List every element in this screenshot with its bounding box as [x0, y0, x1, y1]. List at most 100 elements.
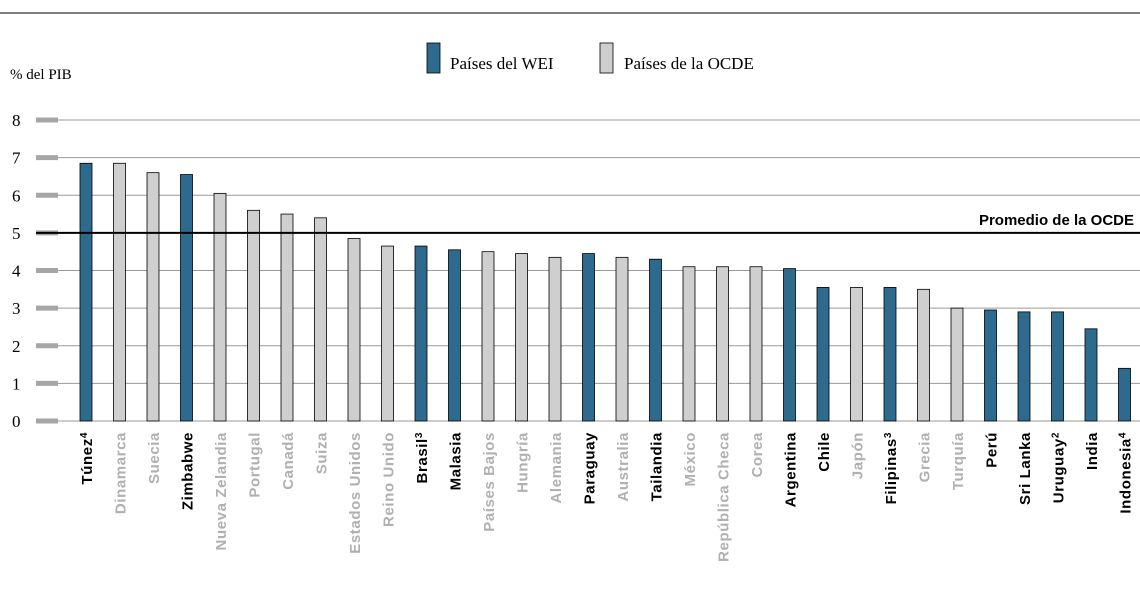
x-tick-label: México — [682, 432, 699, 486]
bar — [180, 174, 193, 422]
x-tick-label-text: Perú — [984, 432, 1001, 468]
x-tick-label-footnote: 4 — [1117, 432, 1128, 438]
oecd-average: Promedio de la OCDE — [36, 212, 1140, 234]
legend-label-ocde: Países de la OCDE — [624, 54, 754, 73]
x-tick-label: Países Bajos — [481, 432, 498, 532]
x-tick-label-text: Dinamarca — [113, 432, 130, 514]
bar — [314, 217, 327, 422]
x-tick-label: Malasia — [448, 432, 465, 490]
x-tick-label: Paraguay — [582, 432, 599, 504]
bar — [1084, 328, 1098, 422]
x-tick-label: Grecia — [917, 432, 934, 482]
x-tick-label: Túnez4 — [79, 432, 97, 485]
bar — [481, 251, 495, 422]
x-tick-label-footnote: 2 — [1050, 432, 1061, 438]
y-tick-label: 3 — [12, 299, 21, 318]
x-tick-label-text: Reino Unido — [381, 432, 398, 527]
x-tick-label-text: Indonesia — [1118, 438, 1135, 513]
y-tick-mark — [36, 117, 58, 123]
x-tick-label: Perú — [984, 432, 1001, 468]
y-tick-label: 4 — [12, 262, 21, 281]
bar — [347, 238, 361, 422]
x-tick-label-text: Turquía — [950, 432, 967, 490]
x-tick-label: Corea — [749, 432, 766, 478]
x-tick-label: India — [1084, 432, 1101, 470]
y-tick-label: 7 — [12, 149, 21, 168]
y-axis-label: % del PIB — [10, 67, 72, 83]
x-tick-label: Hungría — [515, 432, 532, 493]
bar — [1051, 311, 1064, 422]
x-tick-label: Nueva Zelandia — [213, 432, 230, 550]
x-tick-label-text: Australia — [615, 432, 632, 502]
bar — [448, 249, 461, 422]
bar — [816, 287, 830, 422]
x-tick-label: Reino Unido — [381, 432, 398, 527]
x-tick-label: Estados Unidos — [347, 432, 364, 554]
x-tick-label-text: Alemania — [548, 432, 565, 504]
bar — [548, 256, 562, 422]
legend-swatch-wei — [426, 42, 441, 74]
legend-label-wei: Países del WEI — [450, 54, 554, 73]
x-tick-label-text: Filipinas — [883, 438, 900, 504]
bars — [79, 162, 1131, 422]
legend-item-wei: Países del WEI — [426, 42, 554, 74]
legend: Países del WEI Países de la OCDE — [426, 42, 754, 74]
legend-swatch-ocde — [599, 42, 614, 74]
x-tick-label: Australia — [615, 432, 632, 502]
bar — [749, 266, 763, 422]
x-tick-label-text: Suiza — [314, 432, 331, 474]
x-tick-label-text: Paraguay — [582, 432, 599, 504]
x-tick-label-text: Tailandia — [649, 432, 666, 501]
x-tick-label-text: República Checa — [716, 432, 733, 562]
bar — [850, 287, 863, 422]
y-tick-mark — [36, 155, 58, 161]
x-tick-label: Filipinas3 — [883, 432, 901, 504]
bar — [917, 288, 930, 422]
bar — [1017, 311, 1031, 422]
y-tick-label: 5 — [12, 224, 21, 243]
x-tick-label: Argentina — [783, 432, 800, 507]
x-tick-label-text: Canadá — [280, 432, 297, 490]
bar — [615, 256, 629, 422]
bar — [950, 307, 964, 422]
bar — [247, 209, 260, 422]
bar — [381, 245, 394, 422]
x-tick-label: Suecia — [146, 432, 163, 484]
y-tick-label: 8 — [12, 111, 21, 130]
x-tick-label-text: Corea — [749, 432, 766, 478]
x-tick-label: Zimbabwe — [180, 432, 197, 510]
bar — [582, 253, 595, 422]
oecd-average-label: Promedio de la OCDE — [979, 212, 1134, 229]
x-tick-label: Japón — [850, 432, 867, 479]
x-tick-label: Dinamarca — [113, 432, 130, 514]
bar — [1118, 367, 1131, 422]
x-tick-label-footnote: 3 — [883, 432, 894, 438]
x-tick-label-text: Sri Lanka — [1017, 432, 1034, 505]
x-tick-label: República Checa — [716, 432, 733, 562]
bar — [414, 245, 428, 422]
x-tick-label: Canadá — [280, 432, 297, 490]
bar — [213, 192, 227, 422]
x-tick-label: Suiza — [314, 432, 331, 474]
bar — [146, 172, 160, 422]
bar — [682, 266, 696, 422]
y-tick-mark — [36, 418, 58, 424]
bar — [783, 268, 796, 422]
x-tick-label-text: Chile — [816, 432, 833, 472]
y-tick-label: 6 — [12, 186, 21, 205]
x-tick-label-text: Estados Unidos — [347, 432, 364, 554]
x-tick-label-text: India — [1084, 432, 1101, 470]
x-tick-label: Brasil3 — [414, 432, 432, 483]
x-tick-label-text: México — [682, 432, 699, 486]
x-tick-label-text: Túnez — [79, 438, 96, 484]
x-tick-label: Indonesia4 — [1117, 432, 1135, 514]
y-tick-mark — [36, 192, 58, 198]
x-tick-label-text: Nueva Zelandia — [213, 432, 230, 550]
x-tick-label-text: Brasil — [414, 438, 431, 483]
x-tick-label-text: Países Bajos — [481, 432, 498, 532]
y-tick-mark — [36, 305, 58, 311]
bar — [883, 287, 897, 422]
x-tick-label-footnote: 4 — [79, 432, 90, 438]
legend-item-ocde: Países de la OCDE — [599, 42, 754, 74]
